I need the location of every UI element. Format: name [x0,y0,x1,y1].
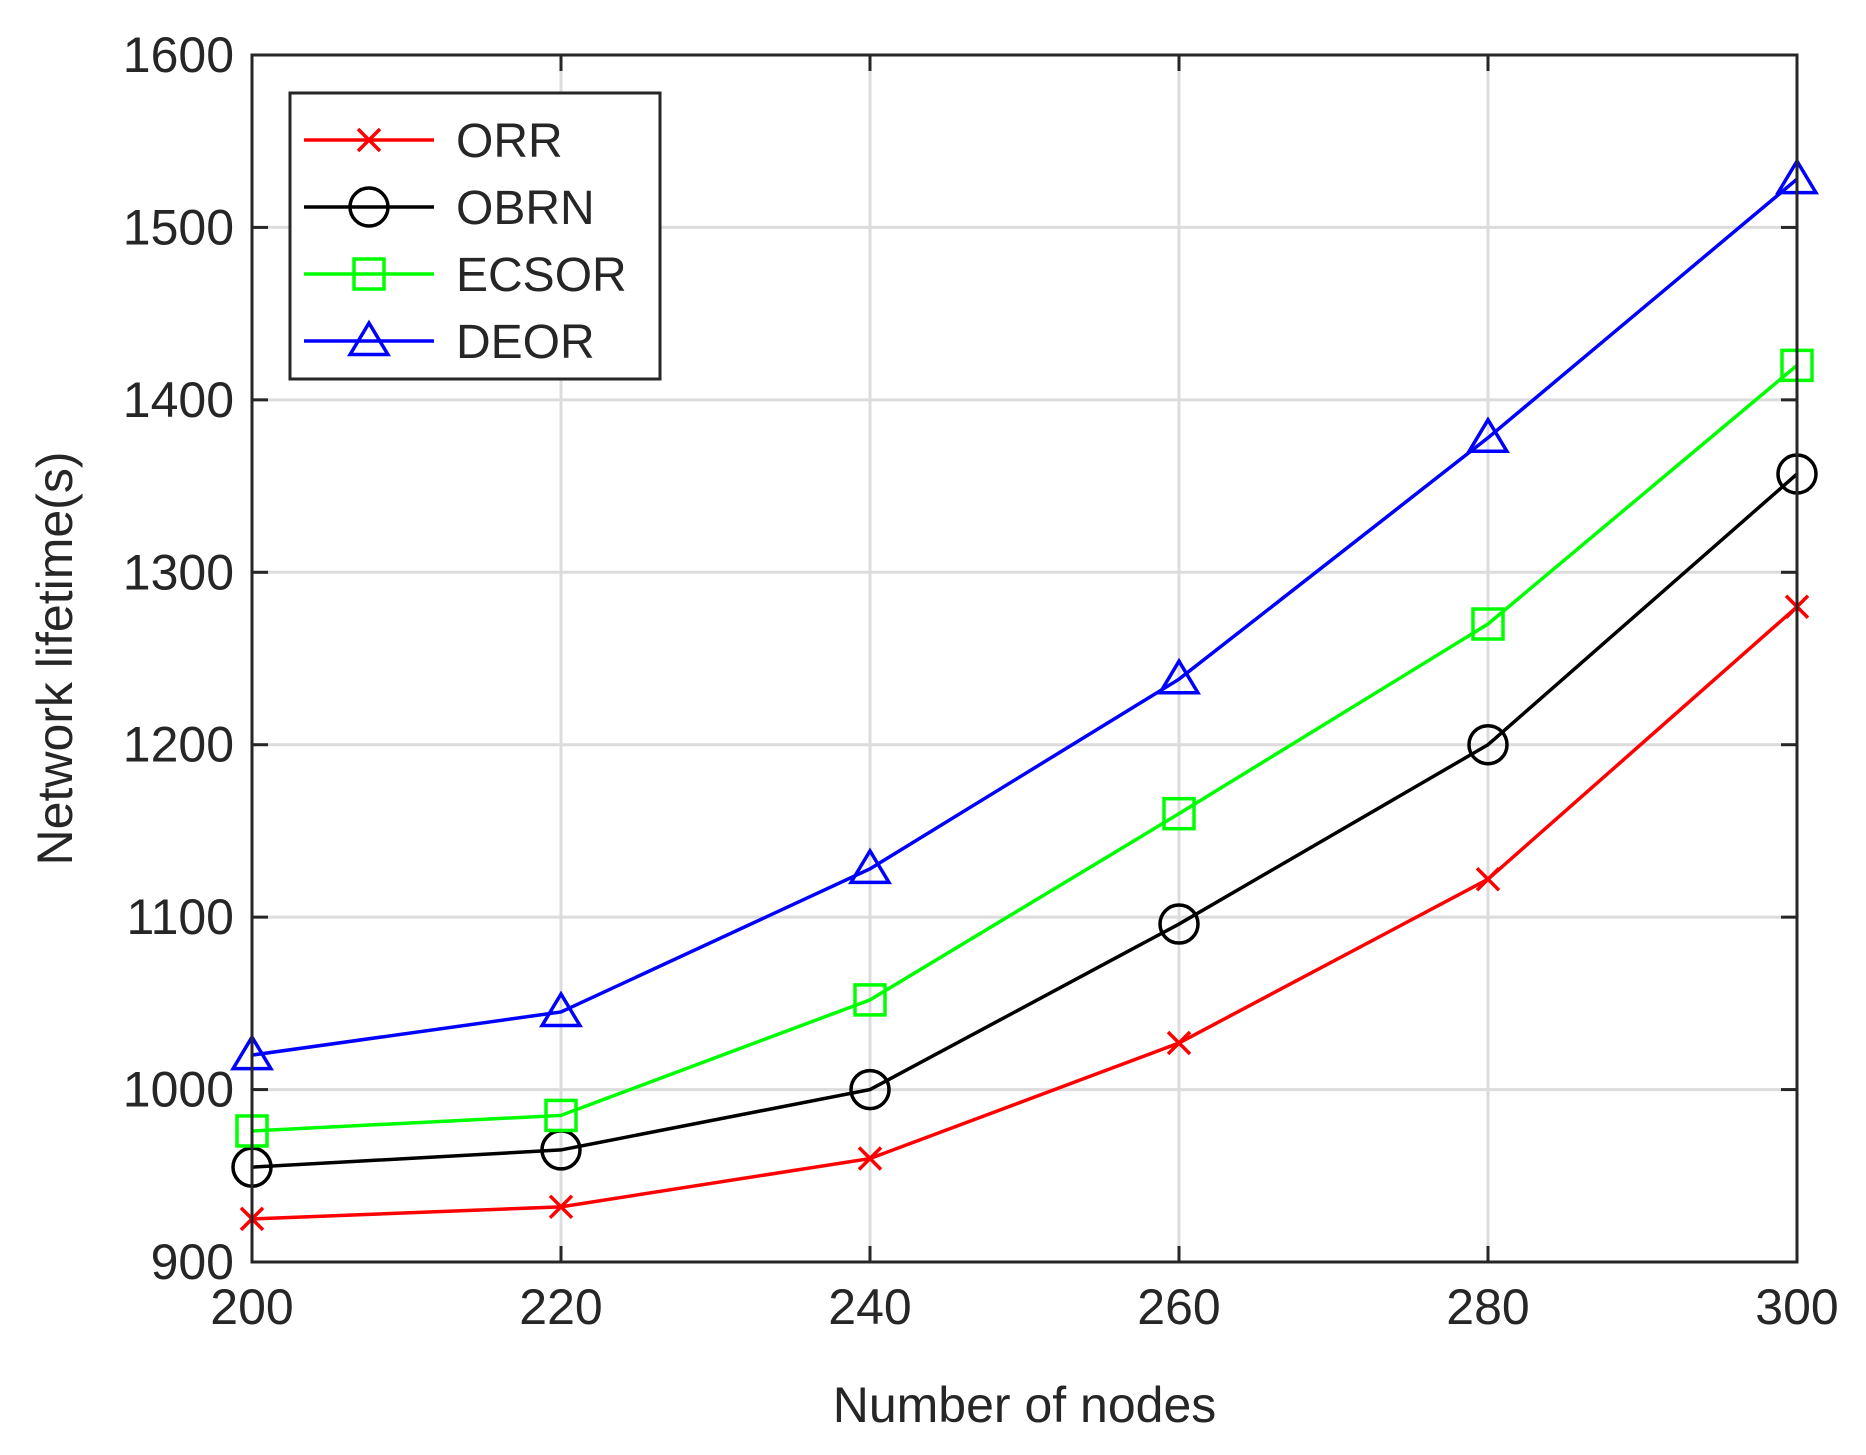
legend-marker [348,186,390,228]
data-point-ecsor [853,983,887,1017]
legend-item-orr: ORR [304,115,563,168]
data-point-obrn [1158,903,1200,945]
grid [252,55,1797,1262]
data-point-deor [539,990,583,1028]
y-tick-label: 1100 [126,889,234,945]
axes-frame [250,53,1799,1264]
x-tick-label: 280 [1446,1279,1529,1335]
y-tick-label: 1300 [123,544,234,600]
x-tick-label: 240 [828,1279,911,1335]
y-tick-label: 1500 [123,199,234,255]
legend-label: DEOR [456,316,595,369]
series-line-deor [251,177,1799,1057]
data-point-orr [1475,866,1501,892]
data-point-orr [857,1146,883,1171]
series-orr [239,594,1810,1232]
series-obrn [231,453,1818,1188]
data-point-obrn [849,1068,891,1111]
data-point-obrn [1467,723,1509,766]
series-ecsor [235,348,1814,1148]
y-tick-label: 1600 [123,27,234,83]
legend-item-obrn: OBRN [304,182,595,235]
legend-label: ORR [456,115,563,168]
data-point-deor [1157,657,1201,695]
series-line-ecsor [251,364,1799,1133]
legend-marker [356,127,382,153]
data-point-ecsor [1471,607,1505,641]
y-axis-title: Network lifetime(s) [27,452,83,866]
x-tick-label: 220 [519,1279,602,1335]
legend-marker [352,257,386,291]
legend-label: OBRN [456,182,595,235]
series-line-obrn [251,472,1799,1169]
x-tick-label: 300 [1755,1279,1838,1335]
data-point-deor [1466,416,1510,454]
y-tick-label: 1400 [123,372,234,428]
data-point-orr [548,1194,574,1220]
legend-item-deor: DEOR [304,316,595,369]
data-point-ecsor [1162,796,1196,831]
legend-label: ECSOR [456,249,627,302]
y-tick-label: 1000 [123,1062,234,1118]
series-line-orr [251,605,1799,1221]
x-tick-label: 260 [1137,1279,1220,1335]
data-point-ecsor [544,1098,578,1133]
y-tick-label: 1200 [123,717,234,773]
data-point-orr [1166,1030,1192,1056]
x-tick-label: 200 [210,1279,293,1335]
data-point-deor [848,847,892,885]
legend-item-ecsor: ECSOR [304,249,627,302]
ticks: 200 220 240 260 280 300 900 1000 1100 1200 1300 140… [123,27,1839,1335]
y-tick-label: 900 [151,1234,234,1290]
legend-marker [347,319,391,357]
legend: ORR OBRN ECSOR DEOR [288,91,662,381]
x-axis-title: Number of nodes [833,1377,1217,1433]
